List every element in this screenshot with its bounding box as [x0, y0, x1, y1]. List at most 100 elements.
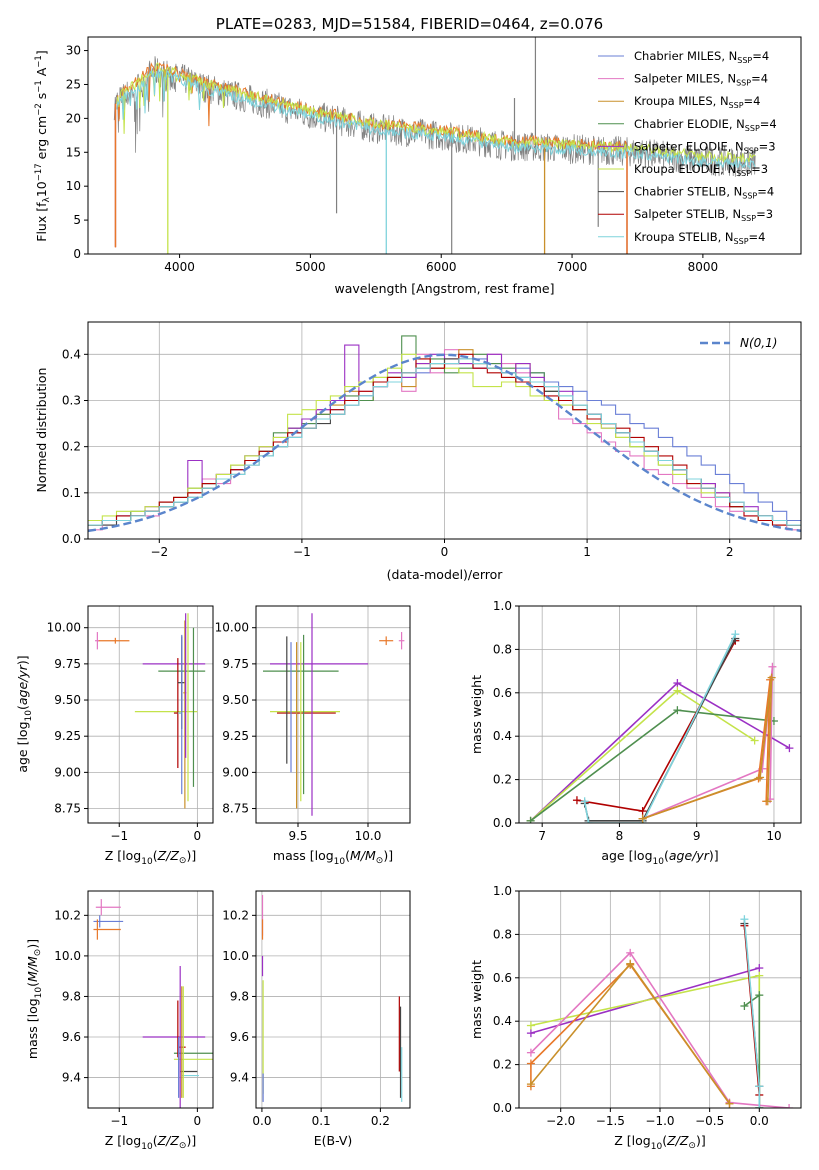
axes-frame — [518, 605, 802, 824]
chart-title: PLATE=0283, MJD=51584, FIBERID=0464, z=0… — [216, 15, 603, 33]
legend-tail: =3 — [759, 139, 776, 153]
label-part: )] — [696, 1133, 706, 1148]
x-axis-label: Z [log10(Z/Z⊙)] — [105, 848, 196, 867]
label-part: )] — [25, 939, 40, 949]
x-tick-label: 0 — [194, 1114, 202, 1128]
label-part: −1 — [34, 55, 44, 68]
spectrum-lines — [113, 37, 756, 254]
label-part: ] — [34, 50, 49, 55]
x-tick-label: 7 — [538, 829, 546, 843]
legend-sub: SSP — [745, 124, 760, 133]
x-tick-label: 7000 — [557, 260, 588, 274]
legend-tail: =4 — [749, 230, 766, 244]
y-tick-label: 0.4 — [493, 729, 512, 743]
label-part: 10 — [24, 710, 34, 722]
x-axis-label: mass [log10(M/M⊙)] — [273, 848, 393, 867]
ebv-mass-panel: 0.0 0.1 0.2 9.4 9.6 9.8 10.0 10.2 E(B-V) — [222, 890, 411, 1148]
x-tick-label: 0.0 — [252, 1114, 271, 1128]
y-tick-label: 8.75 — [54, 802, 81, 816]
weight-series — [642, 677, 773, 820]
label-part: )] — [709, 848, 719, 863]
error-bars — [261, 895, 403, 1102]
legend-entry: Chabrier STELIB, NSSP=4 — [634, 185, 774, 201]
label-part: −17 — [34, 163, 44, 181]
x-tick-label: −1.0 — [645, 1114, 674, 1128]
y-tick-label: 9.25 — [54, 729, 81, 743]
legend-tail: =3 — [751, 162, 768, 176]
weight-lines — [526, 915, 794, 1108]
x-tick-label: −1 — [293, 545, 311, 559]
legend-text: Salpeter STELIB, N — [634, 207, 741, 221]
error-bars — [95, 613, 206, 809]
axes-frame — [255, 605, 411, 824]
y-axis-label: mass weight — [469, 675, 484, 754]
label-part: )] — [15, 655, 30, 665]
y-tick-label: 9.6 — [62, 1030, 81, 1044]
label-part: ( — [153, 1133, 158, 1148]
y-tick-label: 9.4 — [230, 1071, 249, 1085]
label-part: ( — [15, 705, 30, 710]
legend-entry: Kroupa ELODIE, NSSP=3 — [634, 162, 768, 178]
y-axis-label: Flux [fλ10−17 erg cm−2 s−1 A−1] — [34, 50, 52, 241]
label-part: −2 — [34, 103, 44, 116]
y-tick-label: 15 — [66, 145, 81, 159]
x-tick-label: −1 — [110, 829, 128, 843]
x-axis-label: (data-model)/error — [387, 567, 504, 582]
label-part: M/M — [350, 848, 376, 863]
weight-series — [530, 682, 790, 822]
y-tick-label: 9.8 — [62, 989, 81, 1003]
x-tick-label: 6000 — [426, 260, 457, 274]
x-axis-label: wavelength [Angstrom, rest frame] — [334, 281, 554, 296]
label-part: mass [log — [25, 998, 40, 1059]
z-weight-panel: −2.0 −1.5 −1.0 −0.5 0.0 0.0 0.2 0.4 0.6 0.8 1.0 Z [… — [469, 884, 802, 1152]
label-part: age/yr — [15, 664, 30, 705]
y-tick-label: 10.0 — [54, 949, 81, 963]
label-part: 10 — [34, 181, 49, 197]
y-tick-label: 0.3 — [62, 393, 81, 407]
axes-frame — [87, 321, 802, 540]
label-part: s — [34, 93, 49, 104]
x-tick-label: −2 — [150, 545, 168, 559]
x-tick-label: 4000 — [164, 260, 195, 274]
y-tick-label: 0.0 — [493, 1101, 512, 1115]
y-tick-label: 9.4 — [62, 1071, 81, 1085]
y-tick-label: 9.75 — [54, 657, 81, 671]
y-axis-label: mass weight — [469, 960, 484, 1039]
legend-entry: N(0,1) — [740, 336, 777, 350]
z-mass-panel: −1 09.49.69.810.010.2Z [log10(Z/Z⊙)]mass … — [25, 890, 214, 1152]
y-tick-label: 0.8 — [493, 642, 512, 656]
label-part: ⊙ — [688, 1141, 696, 1151]
y-tick-label: 5 — [73, 213, 81, 227]
x-tick-label: −1.5 — [596, 1114, 625, 1128]
legend-entry: Salpeter ELODIE, NSSP=3 — [634, 139, 776, 155]
axes-frame — [87, 36, 802, 255]
weight-lines — [526, 630, 794, 823]
legend-sub: SSP — [742, 192, 757, 201]
legend-tail: =4 — [757, 185, 774, 199]
label-part: ( — [345, 848, 350, 863]
x-tick-label: 5000 — [295, 260, 326, 274]
label-part: )] — [186, 848, 196, 863]
label-part: age [log — [601, 848, 652, 863]
label-part: 10 — [334, 857, 346, 867]
label-part: 10 — [651, 1142, 663, 1152]
label-part: ( — [662, 1133, 667, 1148]
y-tick-label: 0.0 — [62, 532, 81, 546]
legend-tail: =4 — [752, 49, 769, 63]
y-tick-label: 0.8 — [493, 927, 512, 941]
label-part: −1 — [34, 80, 44, 93]
axes-frame — [87, 890, 214, 1109]
legend-text: Chabrier MILES, N — [634, 49, 737, 63]
label-part: ⊙ — [179, 856, 187, 866]
x-tick-label: −2.0 — [546, 1114, 575, 1128]
y-tick-label: 9.8 — [230, 989, 249, 1003]
y-tick-label: 10.0 — [222, 949, 249, 963]
legend-entry: Salpeter MILES, NSSP=4 — [634, 72, 768, 88]
legend-text: Salpeter ELODIE, N — [634, 139, 744, 153]
x-tick-label: 8000 — [688, 260, 719, 274]
y-tick-label: 20 — [66, 111, 81, 125]
x-tick-label: 0.2 — [371, 1114, 390, 1128]
axes-frame — [518, 890, 802, 1109]
